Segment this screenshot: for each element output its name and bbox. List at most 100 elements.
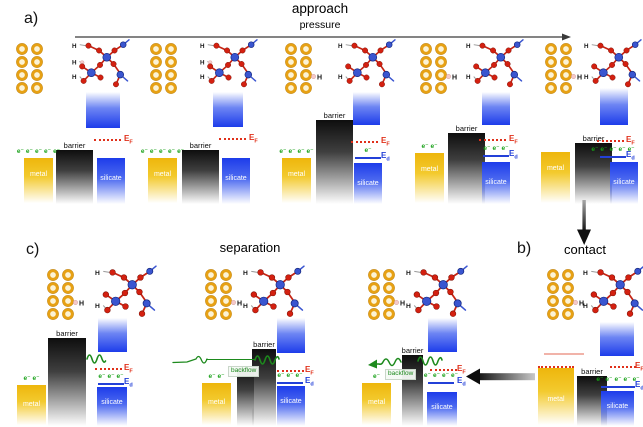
silicate-label: silicate — [485, 179, 507, 186]
contact-title: contact — [564, 242, 606, 257]
electron: e⁻ — [306, 148, 314, 155]
barrier-block — [448, 133, 485, 204]
fermi-level-label-sub: F — [640, 366, 643, 373]
defect-electrons-row: e⁻ — [364, 147, 373, 155]
hydrogen-label: H — [72, 43, 77, 50]
silicate-label: silicate — [225, 175, 247, 182]
defect-electrons-row: e⁻ e⁻ e⁻ — [483, 145, 510, 153]
electron: e⁻ — [600, 146, 608, 153]
metal-band-block — [202, 383, 231, 426]
gold-lattice: H — [47, 269, 84, 320]
electron: e⁻ — [25, 148, 33, 155]
silicate-molecule: HH — [584, 39, 642, 88]
electron: e⁻ — [16, 148, 24, 155]
electron: e⁻ — [623, 376, 631, 383]
metal-band-block — [541, 152, 570, 204]
electron: e⁻ — [34, 148, 43, 155]
silicate-band-block — [222, 158, 250, 204]
gold-lattice: H — [285, 43, 322, 94]
hydrogen-label: H — [72, 74, 77, 81]
defect-electrons-row: e⁻ e⁻ e⁻ e⁻ e⁻ — [591, 146, 636, 154]
defect-level-label: Ed — [305, 376, 314, 388]
metal-label: metal — [546, 165, 565, 172]
fermi-level-label-base: E — [124, 363, 130, 372]
electron: e⁻ — [364, 147, 372, 154]
electron: e⁻ — [208, 373, 216, 380]
hydrogen-label: H — [406, 270, 411, 277]
silicate-band-block — [601, 391, 634, 426]
fermi-level-line — [610, 366, 636, 368]
electron-wave-arrow — [368, 357, 402, 369]
fermi-level-line — [219, 138, 246, 140]
electron: e⁻ — [44, 148, 52, 155]
hydrogen-label: H — [584, 43, 589, 50]
fermi-level-label-sub: F — [514, 139, 518, 146]
silicate-label: silicate — [357, 180, 379, 187]
hydrogen-label: H — [583, 303, 588, 310]
fermi-level-label-base: E — [249, 133, 255, 142]
metal-label: metal — [153, 171, 172, 178]
defect-level-label-sub: d — [514, 154, 518, 161]
silicate-band-block — [482, 162, 510, 204]
contact-down-arrow — [577, 200, 591, 245]
defect-level-line — [277, 382, 303, 384]
defect-level-label-base: E — [509, 149, 515, 158]
metal-band-block — [415, 153, 444, 204]
fermi-level-label: EF — [249, 133, 258, 145]
separation-title: separation — [219, 240, 281, 255]
electron: e⁻ — [279, 148, 287, 155]
hydrogen-label: H — [200, 74, 205, 81]
electron-wave-tail — [172, 355, 208, 364]
silicate-label: silicate — [606, 403, 629, 410]
electron: e⁻ — [596, 376, 604, 383]
silicate-band-block — [354, 163, 382, 204]
electron: e⁻ — [177, 148, 185, 155]
metal-electrons-row: e⁻ e⁻ e⁻ e⁻ — [279, 148, 315, 156]
backflow-left-arrow — [466, 368, 535, 385]
electron: e⁻ — [140, 148, 148, 155]
metal-band-block — [17, 385, 46, 426]
silicate-label: silicate — [613, 179, 635, 186]
hydrogen-adatom-label: H — [577, 75, 582, 82]
hydrogen-label: H — [95, 303, 100, 310]
conduction-band-block — [213, 92, 243, 127]
electron: e⁻ — [107, 373, 115, 380]
electron-wave-blocked — [86, 354, 107, 364]
electron: e⁻ — [501, 145, 509, 152]
silicate-label: silicate — [431, 404, 453, 411]
electron: e⁻ — [609, 146, 617, 153]
defect-level-label: Ed — [381, 151, 390, 163]
fermi-level-label: EF — [457, 364, 466, 376]
hydrogen-adatom-label: H — [317, 75, 322, 82]
metal-label: metal — [547, 396, 565, 403]
electron-wave-path — [206, 359, 256, 361]
hydrogen-adatom-label: H — [79, 301, 84, 308]
silicate-band-block — [427, 392, 457, 426]
approach-title: approach — [291, 1, 349, 16]
fermi-level-label-sub: F — [631, 140, 635, 147]
electron: e⁻ — [295, 372, 303, 379]
gold-lattice: H — [205, 269, 242, 320]
electron: e⁻ — [614, 376, 622, 383]
metal-label: metal — [29, 171, 48, 178]
silicate-molecule: HH — [243, 265, 305, 317]
electron: e⁻ — [217, 373, 225, 380]
electron: e⁻ — [297, 148, 305, 155]
defect-level-label-base: E — [124, 377, 130, 386]
electron: e⁻ — [98, 373, 106, 380]
conduction-band-block — [428, 318, 457, 352]
defect-level-label-sub: d — [129, 382, 133, 389]
hydrogen-label: H — [584, 74, 589, 81]
metal-band-block — [362, 383, 391, 426]
defect-level-label: Ed — [626, 150, 635, 162]
defect-level-label-base: E — [305, 376, 311, 385]
fermi-level-label-sub: F — [254, 138, 258, 145]
electron: e⁻ — [288, 148, 296, 155]
electron: e⁻ — [286, 372, 294, 379]
silicate-molecule: HH — [406, 265, 468, 317]
fermi-level-line — [94, 139, 121, 141]
silicate-molecule: HH — [95, 265, 157, 317]
metal-band-block — [24, 158, 53, 204]
